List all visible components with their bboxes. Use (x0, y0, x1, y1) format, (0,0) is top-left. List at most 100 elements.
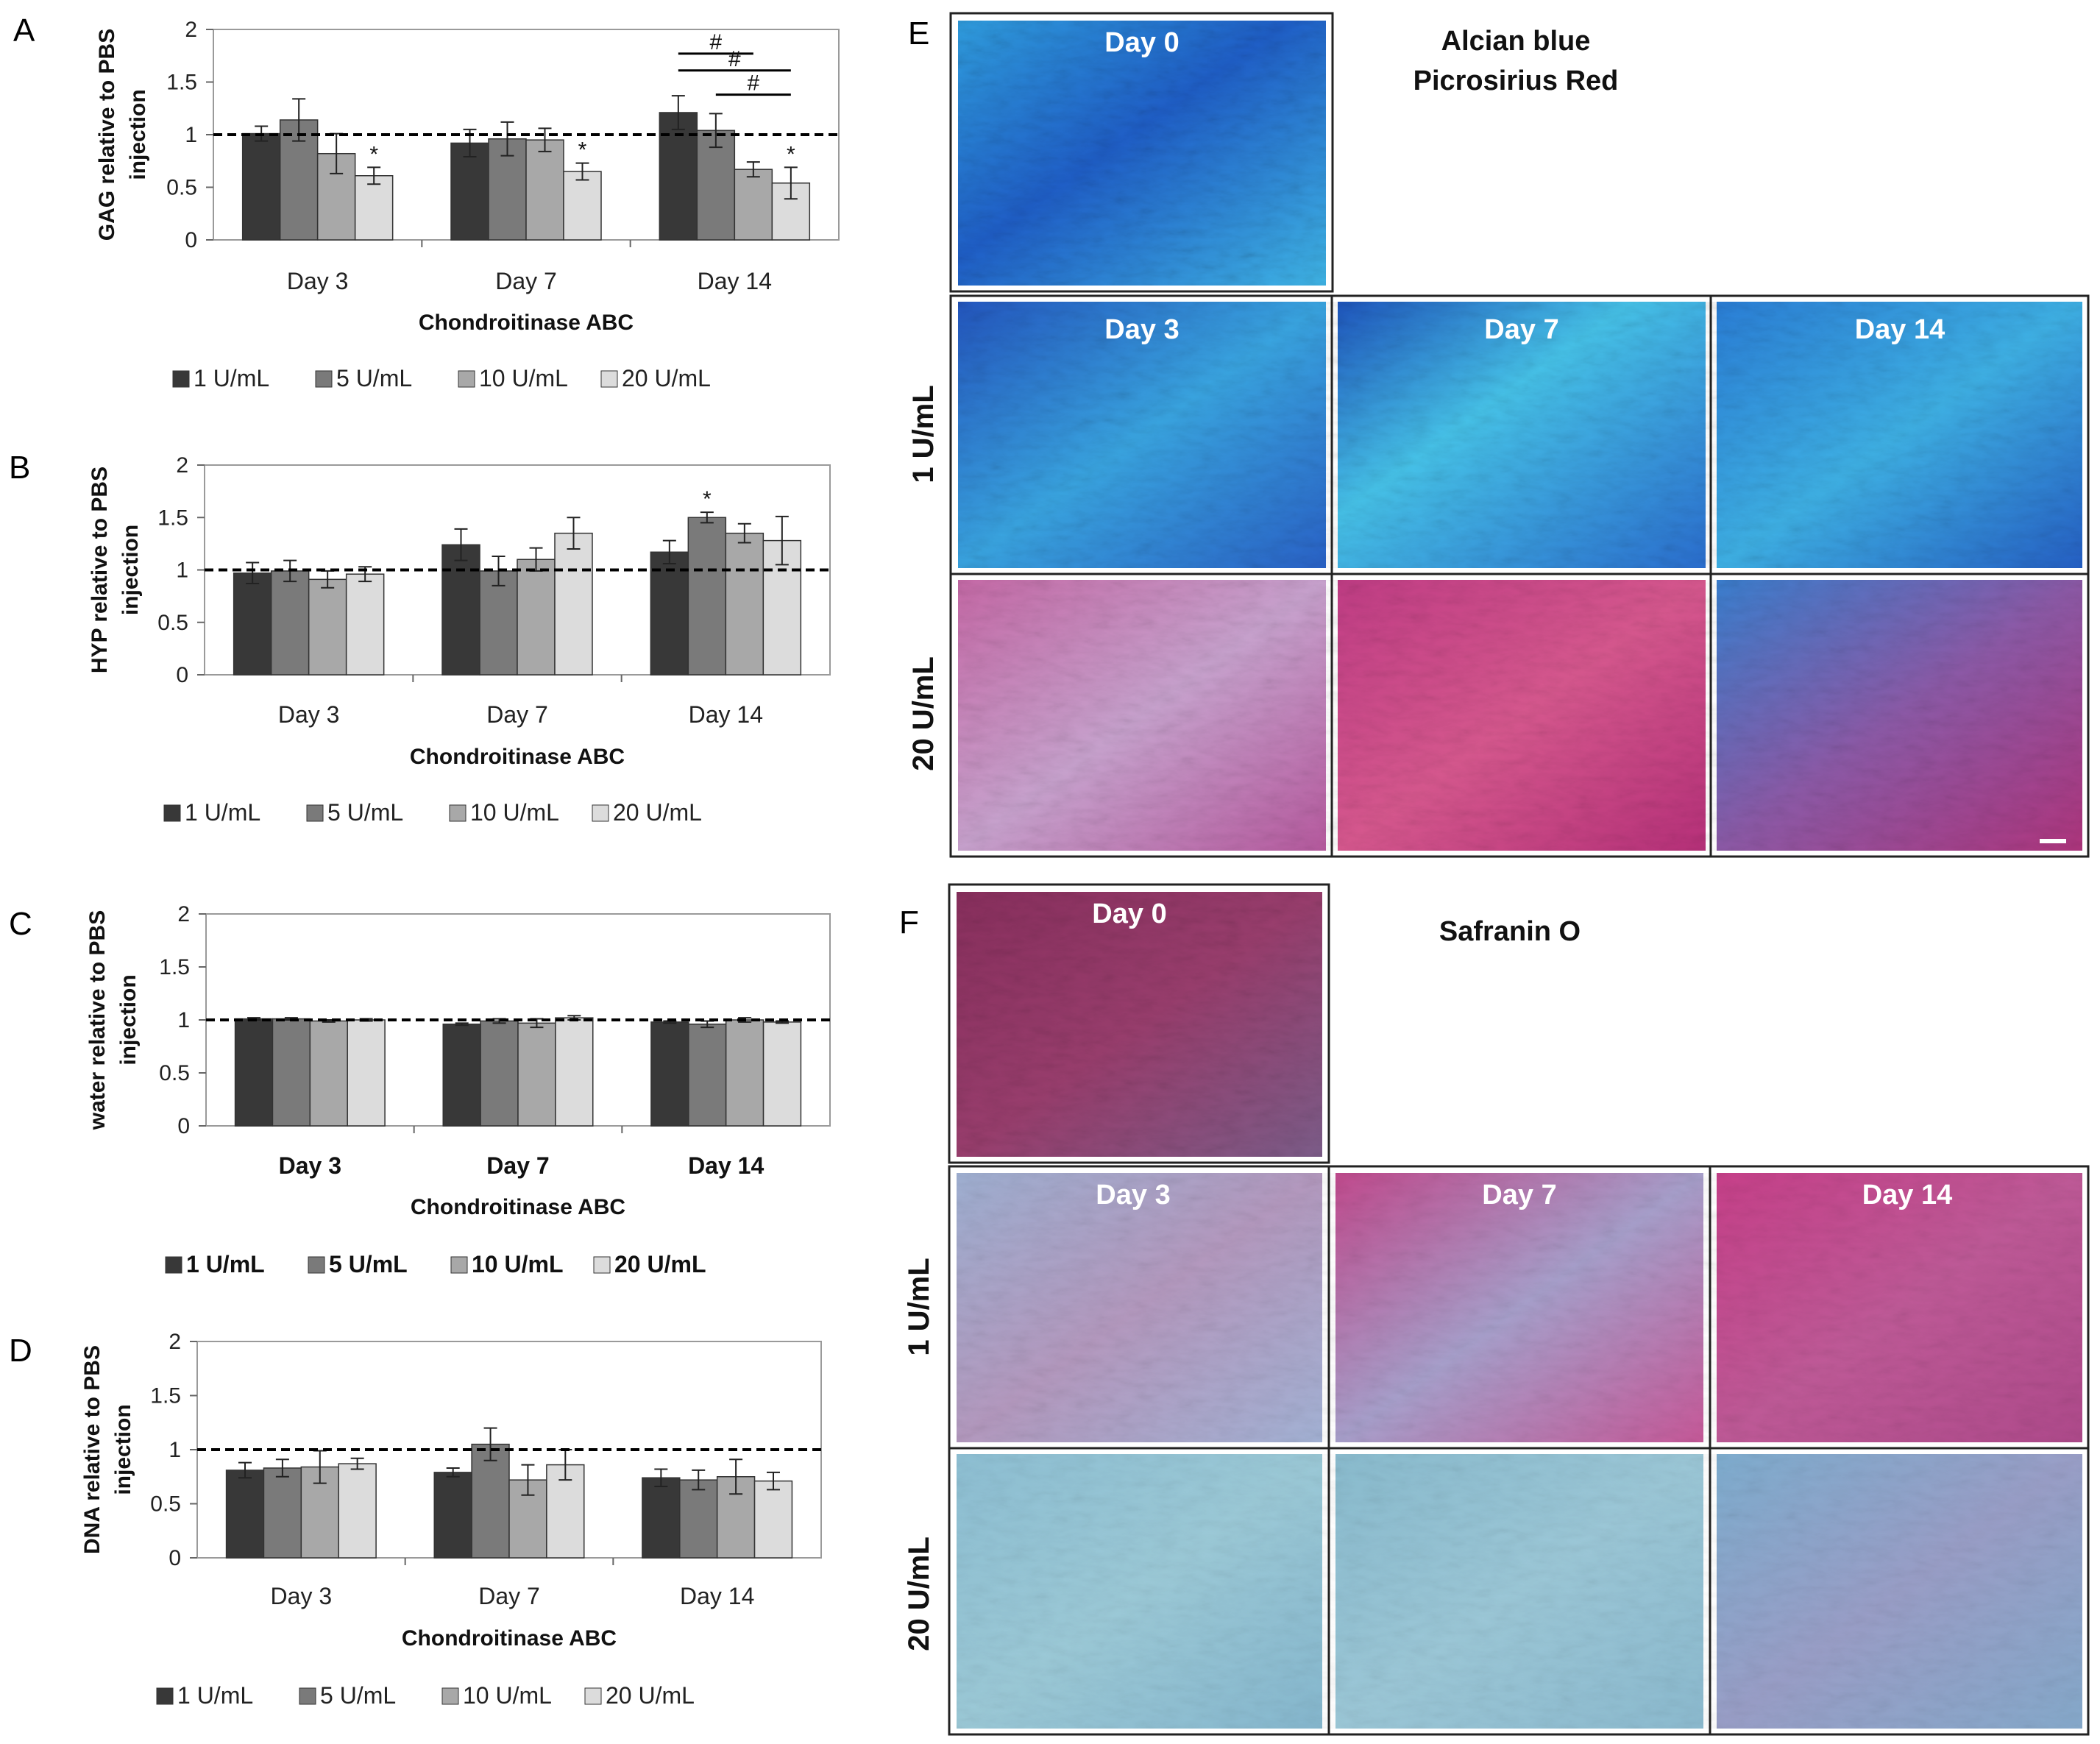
panel-letter-e: E (908, 15, 929, 52)
y-tick-label: 1 (176, 559, 188, 583)
y-tick-label: 1.5 (157, 506, 188, 530)
legend-swatch (458, 370, 475, 388)
significance-star: * (787, 142, 795, 166)
label-f-day0: Day 0 (1092, 898, 1166, 929)
y-tick-label: 0 (176, 663, 188, 687)
y-tick-label: 0 (177, 1114, 190, 1138)
bar (642, 1477, 681, 1559)
bar (241, 132, 281, 241)
panel-letter-f: F (899, 904, 919, 940)
legend-swatch (584, 1687, 602, 1705)
category-label: Day 3 (287, 268, 349, 294)
bar (338, 1463, 377, 1559)
y-tick-label: 1 (169, 1438, 181, 1462)
significance-star: * (703, 487, 712, 511)
scale-bar (2040, 839, 2066, 843)
y-tick-label: 1.5 (159, 955, 190, 979)
chart-dna: 0 0.5 1 1.5 2 Day 3 Day 7 Day 14 DNA relative to… (80, 1330, 822, 1709)
y-tick-label: 1 (177, 1008, 190, 1032)
legend-label: 10 U/mL (472, 1251, 563, 1277)
bar (525, 139, 564, 241)
bar (433, 1472, 472, 1559)
bar (659, 112, 698, 241)
y-tick-label: 2 (169, 1330, 181, 1354)
legend-label: 1 U/mL (185, 799, 260, 826)
stain-title-alcian: Alcian blue (1441, 26, 1591, 57)
bar (233, 573, 272, 676)
legend-label: 20 U/mL (614, 1251, 706, 1277)
legend-swatch (308, 1256, 325, 1274)
category-label: Day 3 (278, 701, 340, 728)
y-tick-label: 1.5 (166, 71, 197, 95)
bar (679, 1479, 718, 1559)
category-label: Day 7 (486, 1152, 549, 1179)
significance-hash: # (747, 71, 759, 96)
x-axis-title: Chondroitinase ABC (411, 1195, 625, 1219)
legend-swatch (450, 1256, 468, 1274)
x-axis-title: Chondroitinase ABC (419, 311, 634, 335)
y-tick-label: 0 (169, 1546, 181, 1570)
legend-label: 20 U/mL (606, 1682, 695, 1709)
chart-water: 0 0.5 1 1.5 2 Day 3 Day 7 Day 14 water relative … (85, 902, 831, 1277)
bar (753, 1480, 793, 1559)
frame-f-day0 (948, 883, 1330, 1164)
significance-star: * (369, 142, 378, 166)
significance-hash: # (728, 47, 741, 71)
bar (316, 152, 356, 241)
bar (263, 1467, 302, 1559)
frame-f-grid (948, 1165, 2090, 1736)
bar (650, 1021, 689, 1127)
legend-label: 10 U/mL (479, 365, 568, 391)
label-f-1u-day3: Day 3 (1096, 1180, 1170, 1210)
category-label: Day 14 (689, 701, 763, 728)
y-tick-label: 0.5 (150, 1492, 181, 1517)
bar (734, 169, 773, 241)
bar (480, 1020, 519, 1127)
y-axis-title: DNA relative to PBS (80, 1345, 104, 1554)
bar (442, 1024, 481, 1127)
bar (270, 570, 310, 676)
bar (650, 551, 689, 676)
category-label: Day 14 (680, 1583, 754, 1609)
legend-swatch (163, 804, 181, 822)
legend-swatch (156, 1687, 174, 1705)
row-label-f-1u: 1 U/mL (903, 1258, 935, 1355)
bar (479, 570, 518, 676)
x-axis-title: Chondroitinase ABC (402, 1626, 617, 1651)
legend-label: 5 U/mL (336, 365, 412, 391)
frame-e-grid (949, 294, 2090, 858)
legend-label: 1 U/mL (186, 1251, 265, 1277)
y-tick-label: 0.5 (159, 1061, 190, 1085)
bar (517, 1022, 556, 1127)
legend-swatch (592, 804, 609, 822)
legend-swatch (299, 1687, 316, 1705)
label-e-1u-day3: Day 3 (1104, 314, 1179, 345)
panel-letter-a: A (13, 13, 35, 49)
stain-title-safranin: Safranin O (1439, 916, 1581, 947)
bar (272, 1018, 311, 1127)
y-tick-label: 0.5 (157, 611, 188, 635)
bar (554, 532, 593, 676)
label-f-1u-day14: Day 14 (1862, 1180, 1953, 1210)
bar (225, 1470, 265, 1559)
bar (471, 1443, 510, 1559)
category-label: Day 7 (495, 268, 557, 294)
legend-label: 20 U/mL (613, 799, 702, 826)
category-label: Day 7 (478, 1583, 540, 1609)
y-tick-label: 0.5 (166, 176, 197, 200)
y-axis-title: water relative to PBS (85, 910, 110, 1130)
legend-label: 5 U/mL (320, 1682, 396, 1709)
chart-hyp: 0 0.5 1 1.5 2 Day 3 Day 7 Day 14 * HYP relative t… (88, 453, 831, 826)
label-e-day0: Day 0 (1104, 27, 1179, 58)
legend-label: 5 U/mL (329, 1251, 408, 1277)
panel-letter-d: D (9, 1333, 32, 1369)
y-axis-title: GAG relative to PBS (95, 29, 119, 241)
significance-hash: # (709, 30, 722, 54)
legend-label: 10 U/mL (470, 799, 559, 826)
x-axis-title: Chondroitinase ABC (410, 745, 625, 769)
y-axis-title: injection (126, 89, 150, 180)
y-tick-label: 2 (185, 18, 197, 42)
legend-swatch (315, 370, 333, 388)
legend-swatch (441, 1687, 459, 1705)
